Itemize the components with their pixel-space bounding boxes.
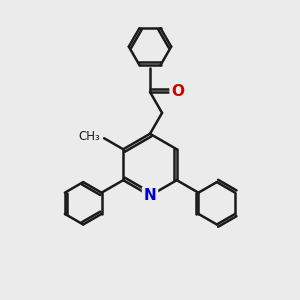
Text: O: O	[171, 85, 184, 100]
Text: N: N	[144, 188, 156, 203]
Text: CH₃: CH₃	[79, 130, 100, 143]
